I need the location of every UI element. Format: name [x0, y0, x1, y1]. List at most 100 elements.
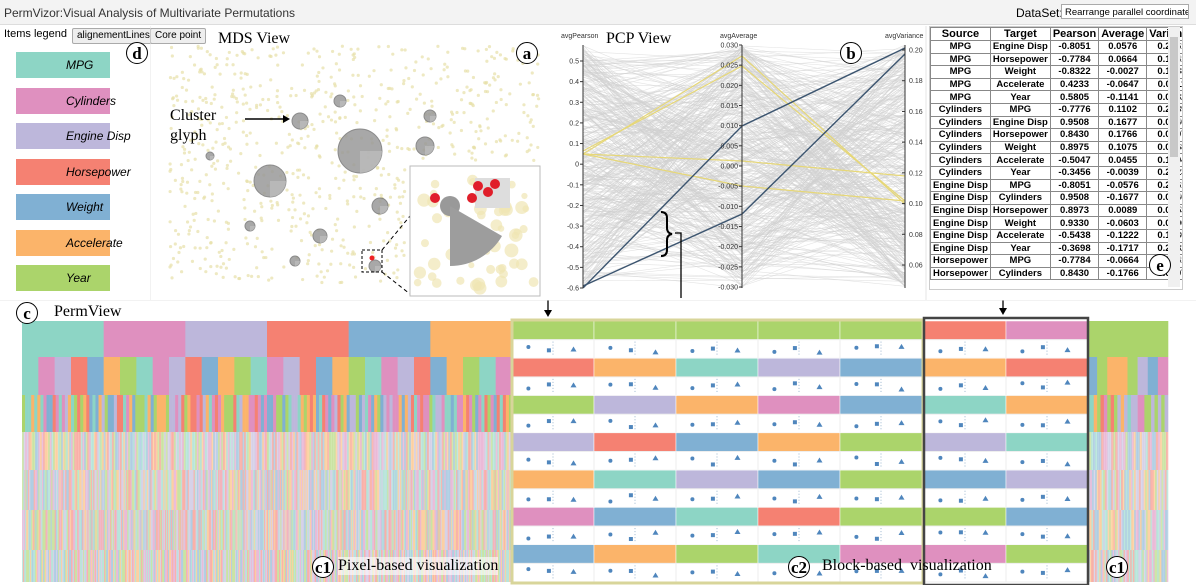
pixel-cell — [214, 432, 217, 470]
block-cell — [923, 432, 1007, 452]
pixel-cell — [355, 470, 358, 510]
pixel-cell — [23, 470, 25, 510]
point — [188, 55, 192, 59]
pixel-cell — [1127, 432, 1130, 470]
pixel-cell — [73, 470, 75, 510]
pixel-cell — [132, 510, 134, 550]
pixel-cell — [99, 470, 101, 510]
point — [319, 270, 323, 274]
toggle-button[interactable]: Core point — [150, 28, 207, 44]
pixel-cell — [22, 550, 24, 582]
pixel-cell — [1097, 550, 1100, 582]
pixel-cell — [314, 510, 317, 550]
pixel-cell — [236, 550, 238, 582]
pixel-cell — [71, 395, 75, 432]
point — [222, 136, 227, 141]
pixel-cell — [327, 510, 329, 550]
block-cell — [511, 395, 595, 415]
block-cell — [923, 395, 1007, 415]
pixel-cell — [388, 470, 390, 510]
glyph — [1064, 418, 1071, 424]
block-cell — [511, 320, 595, 340]
glyph — [854, 569, 859, 574]
scrollbar[interactable] — [1168, 27, 1180, 287]
pixel-cell — [61, 432, 64, 470]
pixel-cell — [201, 510, 203, 550]
point — [233, 72, 237, 76]
pixel-cell — [64, 550, 66, 582]
glyph — [570, 460, 577, 466]
table-cell: Horsepower — [989, 128, 1051, 142]
pixel-cell — [442, 510, 444, 550]
glyph — [710, 533, 715, 538]
pixel-cell — [128, 510, 130, 550]
point — [441, 123, 445, 127]
pixel-cell — [103, 550, 105, 582]
pixel-cell — [117, 470, 120, 510]
pixel-cell — [279, 395, 283, 432]
pixel-cell — [58, 550, 60, 582]
pixel-cell — [424, 510, 426, 550]
point — [515, 200, 529, 215]
pixel-cell — [300, 395, 305, 432]
legend-swatch — [16, 229, 110, 256]
point — [260, 250, 264, 254]
pixel-cell — [139, 550, 141, 582]
pixel-cell — [281, 470, 283, 510]
pixel-cell — [1100, 395, 1105, 432]
pixel-cell — [162, 395, 167, 432]
pixel-cell — [170, 470, 172, 510]
dataset-select[interactable]: Rearrange parallel coordinates ▾ — [1061, 4, 1189, 19]
glyph-sector — [300, 121, 308, 129]
pixel-cell — [283, 510, 285, 550]
pixel-cell — [145, 550, 147, 582]
table-cell: 0.9508 — [1049, 191, 1100, 205]
pixel-cell — [160, 550, 162, 582]
point — [394, 254, 398, 258]
pixel-cell — [28, 510, 30, 550]
pixel-cell — [34, 395, 38, 432]
pixel-cell — [1116, 510, 1119, 550]
table-cell: Accelerate — [989, 77, 1051, 92]
block-cell — [839, 507, 923, 527]
pixel-cell — [169, 395, 173, 432]
point — [352, 174, 356, 178]
pixel-cell — [1164, 395, 1169, 432]
badge: d — [126, 42, 148, 64]
pixel-cell — [503, 432, 506, 470]
pixel-cell — [333, 432, 336, 470]
pixel-cell — [177, 432, 180, 470]
pixel-cell — [1103, 550, 1105, 582]
pixel-cell — [242, 550, 244, 582]
pixel-cell — [231, 510, 233, 550]
pixel-cell — [446, 470, 449, 510]
glyph — [652, 455, 659, 461]
pixel-cell — [483, 510, 485, 550]
pixel-cell — [180, 470, 183, 510]
pixel-cell — [361, 432, 364, 470]
pixel-cell — [105, 510, 108, 550]
point — [351, 57, 355, 62]
pixel-cell — [23, 550, 25, 582]
toggle-button[interactable]: alignementLines — [72, 28, 155, 44]
pixel-cell — [163, 510, 166, 550]
pixel-cell — [378, 432, 380, 470]
pixel-cell — [383, 510, 385, 550]
pixel-cell — [98, 550, 100, 582]
pixel-cell — [366, 510, 368, 550]
pixel-cell — [261, 550, 263, 582]
point — [252, 209, 257, 213]
table-cell: -0.7784 — [1049, 52, 1100, 67]
pixel-cell — [307, 470, 310, 510]
table-cell: Year — [989, 241, 1051, 256]
point — [188, 138, 193, 142]
pixel-cell — [190, 432, 193, 470]
point — [471, 103, 475, 108]
pixel-cell — [275, 510, 277, 550]
point — [510, 138, 514, 142]
pixel-cell — [23, 432, 26, 470]
pixel-cell — [423, 510, 425, 550]
point — [515, 258, 528, 271]
